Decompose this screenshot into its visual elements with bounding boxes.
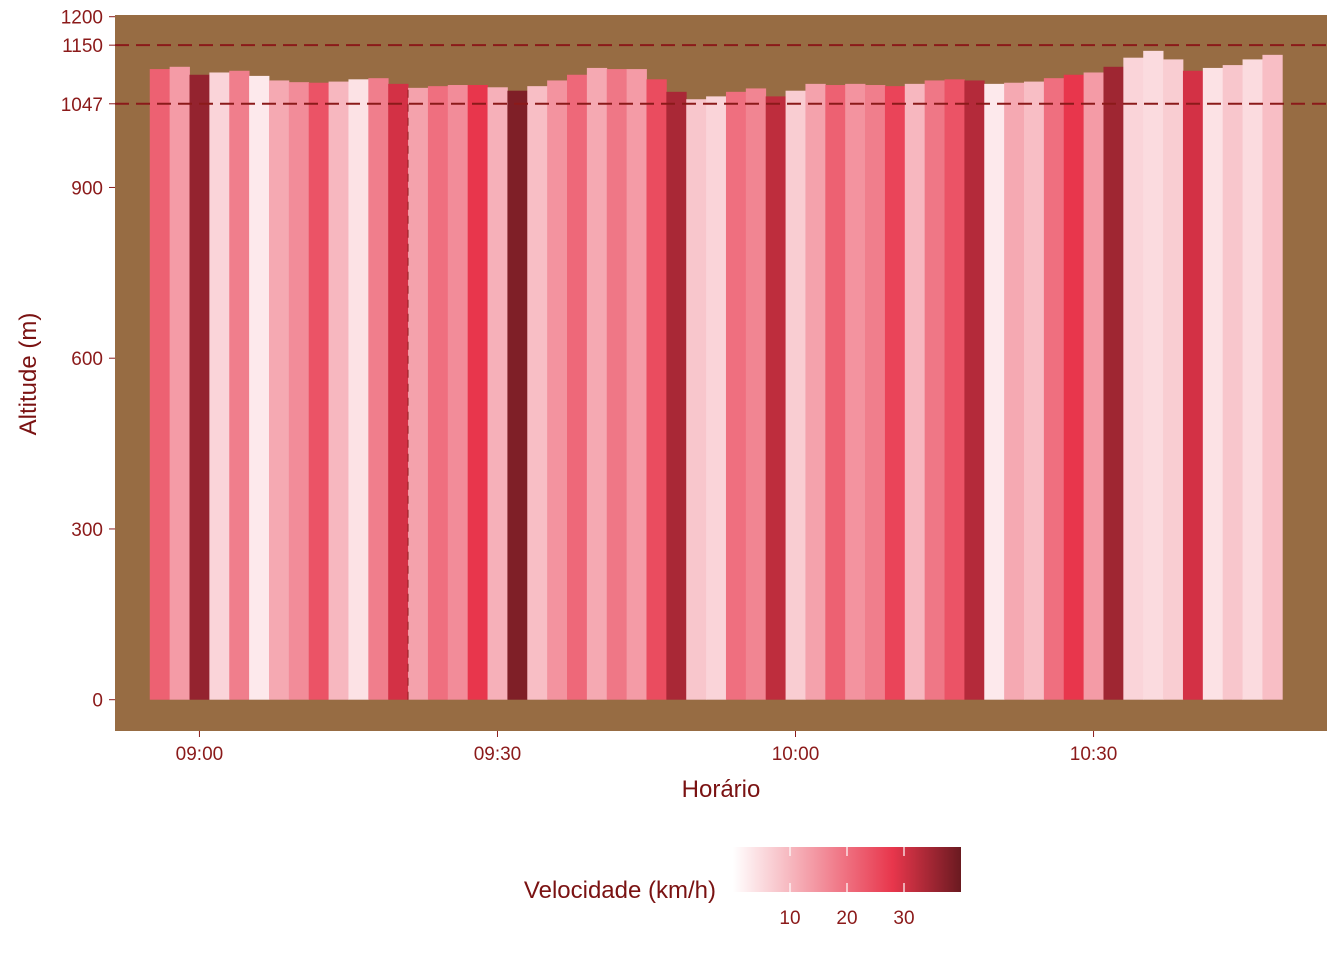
altitude-bar xyxy=(308,82,329,700)
altitude-bar xyxy=(1163,59,1184,700)
y-tick-label: 900 xyxy=(71,178,103,199)
y-tick-label: 1047 xyxy=(61,95,103,116)
altitude-bar xyxy=(1123,57,1144,700)
altitude-bar xyxy=(666,91,687,700)
legend-tick-label: 20 xyxy=(836,908,857,929)
altitude-bar xyxy=(1063,74,1085,700)
altitude-bar xyxy=(348,79,369,700)
altitude-bar xyxy=(368,78,389,700)
altitude-bar xyxy=(1024,81,1045,700)
altitude-bar xyxy=(805,83,826,700)
altitude-bar xyxy=(149,69,171,700)
altitude-bar xyxy=(209,72,230,700)
altitude-bar xyxy=(169,66,190,700)
altitude-bar xyxy=(1242,59,1263,700)
altitude-bar xyxy=(626,69,647,700)
altitude-bar xyxy=(1083,72,1104,700)
altitude-bar xyxy=(1143,50,1164,700)
altitude-bar xyxy=(1262,54,1283,700)
altitude-bar xyxy=(408,87,429,700)
altitude-bar xyxy=(825,85,846,700)
altitude-bar xyxy=(547,80,568,700)
altitude-bar xyxy=(1043,78,1065,700)
legend-tick-label: 30 xyxy=(893,908,914,929)
altitude-bar xyxy=(229,70,250,700)
y-tick-label: 1150 xyxy=(62,36,103,57)
altitude-bar xyxy=(1222,65,1243,700)
altitude-bar xyxy=(646,79,667,700)
y-tick-label: 0 xyxy=(92,691,103,712)
altitude-bar xyxy=(1182,70,1204,700)
altitude-bar xyxy=(904,83,926,700)
altitude-bar xyxy=(845,83,866,700)
altitude-bar xyxy=(586,67,608,700)
color-legend: Velocidade (km/h) 10 20 30 xyxy=(524,847,961,929)
y-tick-label: 1200 xyxy=(61,8,103,29)
altitude-bar xyxy=(725,91,747,700)
altitude-bar xyxy=(507,90,528,700)
altitude-bar xyxy=(785,90,806,700)
altitude-bar xyxy=(1103,66,1124,700)
altitude-bar xyxy=(706,96,727,700)
altitude-bar xyxy=(288,82,310,700)
altitude-bar xyxy=(388,83,409,700)
altitude-bar xyxy=(765,96,786,700)
altitude-bar xyxy=(189,74,210,700)
altitude-bar xyxy=(467,85,488,700)
altitude-bar xyxy=(924,80,945,700)
altitude-bar xyxy=(745,88,767,700)
x-tick-label: 10:00 xyxy=(772,744,820,765)
altitude-bar xyxy=(1004,82,1025,700)
altitude-bar xyxy=(964,80,985,700)
legend-tick-label: 10 xyxy=(779,908,800,929)
altitude-bar xyxy=(567,74,588,700)
altitude-bar xyxy=(984,83,1005,700)
altitude-bar xyxy=(427,86,449,700)
altitude-bar xyxy=(686,99,707,700)
altitude-bar xyxy=(1202,67,1224,700)
altitude-bar xyxy=(944,79,965,700)
altitude-bar xyxy=(884,86,906,700)
y-axis-title: Altitude (m) xyxy=(15,313,42,436)
altitude-bar xyxy=(249,75,270,700)
x-tick-label: 09:00 xyxy=(176,744,224,765)
altitude-bar xyxy=(606,69,628,700)
altitude-bar xyxy=(447,85,469,700)
altitude-bar xyxy=(328,81,349,700)
x-axis-title: Horário xyxy=(682,776,761,803)
y-tick-label: 300 xyxy=(71,520,103,541)
altitude-bars xyxy=(149,50,1283,700)
altitude-bar xyxy=(865,85,886,700)
x-tick-label: 10:30 xyxy=(1070,744,1118,765)
altitude-bar xyxy=(487,87,508,700)
legend-title: Velocidade (km/h) xyxy=(524,877,716,904)
altitude-bar xyxy=(527,86,548,700)
x-tick-label: 09:30 xyxy=(474,744,522,765)
altitude-bar xyxy=(268,80,290,700)
y-tick-label: 600 xyxy=(71,349,103,370)
